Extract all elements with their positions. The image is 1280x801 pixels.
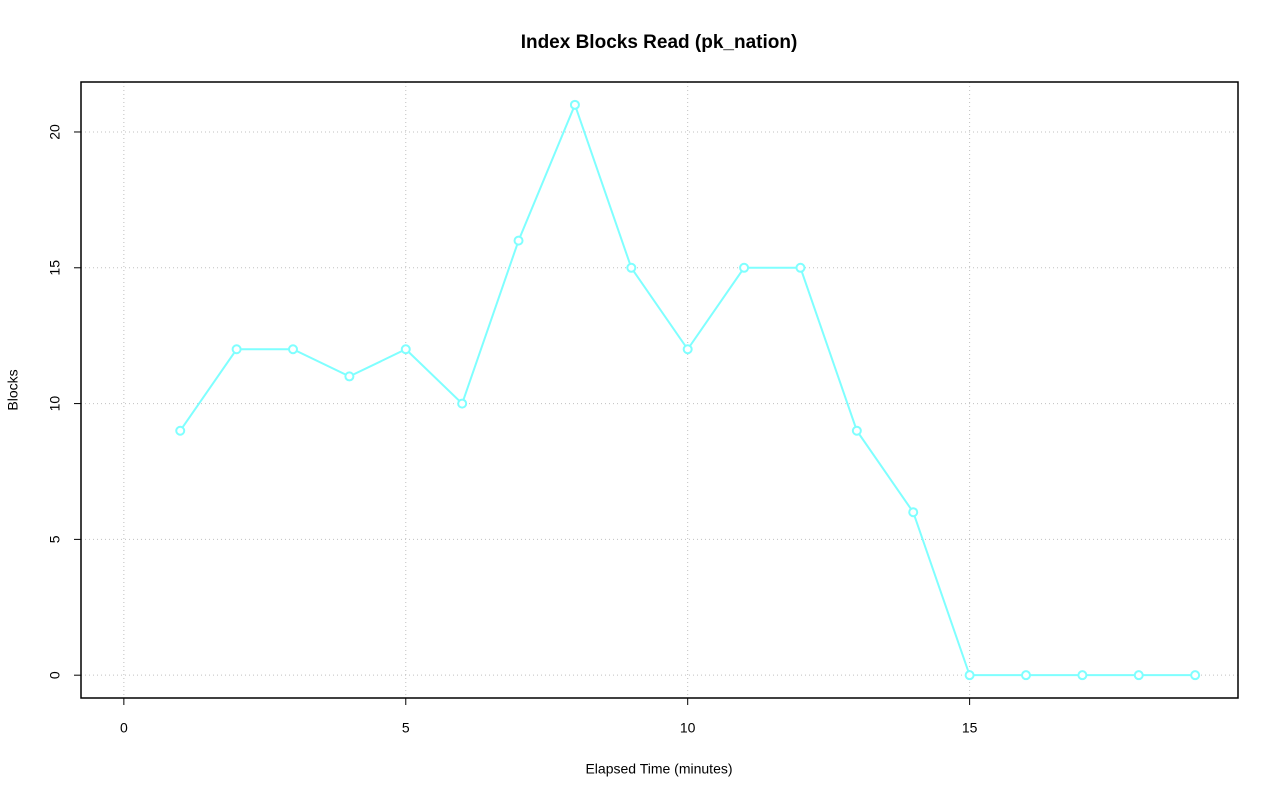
point [1020, 670, 1031, 681]
point [795, 262, 806, 273]
point [1133, 670, 1144, 681]
plot-frame [80, 81, 1239, 699]
point [908, 507, 919, 518]
y-tick-label: 10 [47, 396, 63, 412]
point [344, 371, 355, 382]
point [1077, 670, 1088, 681]
point [851, 425, 862, 436]
point [457, 398, 468, 409]
y-tick-label: 5 [47, 535, 63, 543]
y-tick-label: 15 [47, 260, 63, 276]
x-tick-label: 5 [402, 720, 410, 736]
point [513, 235, 524, 246]
point [739, 262, 750, 273]
point [288, 344, 299, 355]
point [964, 670, 975, 681]
y-tick-label: 0 [47, 671, 63, 679]
point [682, 344, 693, 355]
point [400, 344, 411, 355]
point [231, 344, 242, 355]
x-tick-label: 15 [962, 720, 978, 736]
x-tick-label: 10 [680, 720, 696, 736]
chart-title: Index Blocks Read (pk_nation) [521, 32, 798, 53]
y-axis-label: Blocks [5, 369, 21, 410]
point [1190, 670, 1201, 681]
point [569, 99, 580, 110]
x-tick-label: 0 [120, 720, 128, 736]
x-axis-label: Elapsed Time (minutes) [585, 761, 732, 777]
point [626, 262, 637, 273]
y-tick-label: 20 [47, 124, 63, 140]
point [175, 425, 186, 436]
